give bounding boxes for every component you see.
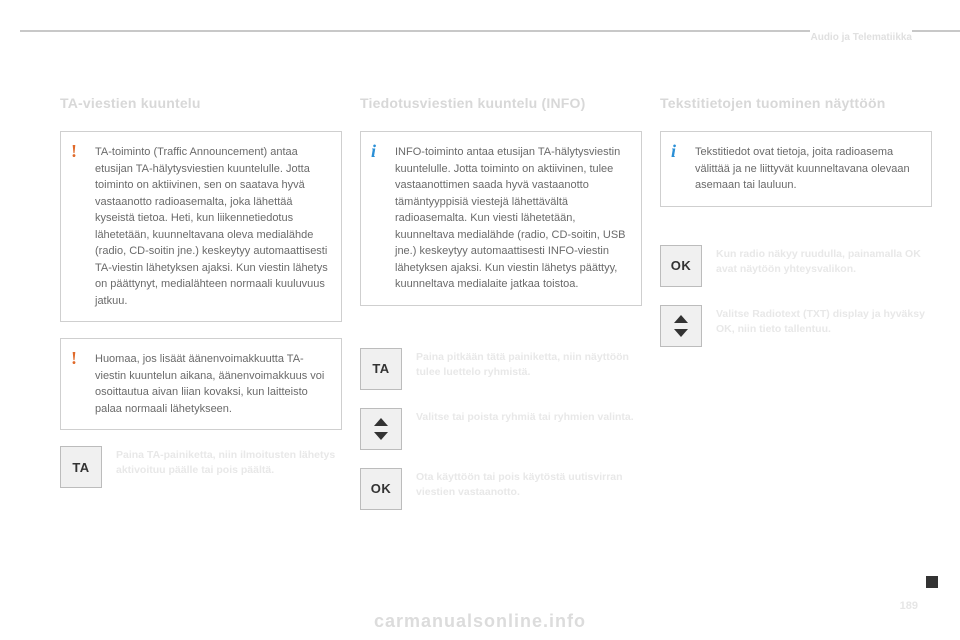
warning-box-ta-description: ! TA-toiminto (Traffic Announcement) ant… xyxy=(60,131,342,322)
column-ta: TA-viestien kuuntelu ! TA-toiminto (Traf… xyxy=(60,95,342,506)
info-box-radiotext-description: i Tekstitiedot ovat tietoja, joita radio… xyxy=(660,131,932,207)
triangle-down-icon xyxy=(374,432,388,440)
step-text: Kun radio näkyy ruudulla, painamalla OK … xyxy=(716,245,932,287)
triangle-up-icon xyxy=(674,315,688,323)
step-info-select-groups: Valitse tai poista ryhmiä tai ryhmien va… xyxy=(360,408,642,450)
section-title-info: Tiedotusviestien kuuntelu (INFO) xyxy=(360,95,642,111)
step-info-longpress: TA Paina pitkään tätä painiketta, niin n… xyxy=(360,348,642,390)
warning-box-volume: ! Huomaa, jos lisäät äänenvoimakkuutta T… xyxy=(60,338,342,430)
spacer xyxy=(660,223,932,245)
triangle-up-icon xyxy=(374,418,388,426)
info-box-info-description: i INFO-toiminto antaa etusijan TA-hälyty… xyxy=(360,131,642,306)
info-text: Tekstitiedot ovat tietoja, joita radioas… xyxy=(695,146,910,191)
spacer xyxy=(360,322,642,348)
step-radiotext-open-menu: OK Kun radio näkyy ruudulla, painamalla … xyxy=(660,245,932,287)
header-section-label: Audio ja Telematiikka xyxy=(810,30,912,45)
step-info-confirm: OK Ota käyttöön tai pois käytöstä uutisv… xyxy=(360,468,642,510)
warning-icon: ! xyxy=(71,349,77,367)
warning-text: TA-toiminto (Traffic Announcement) antaa… xyxy=(95,146,328,307)
step-text: Paina pitkään tätä painiketta, niin näyt… xyxy=(416,348,642,390)
updown-arrows-icon xyxy=(360,408,402,450)
section-title-ta: TA-viestien kuuntelu xyxy=(60,95,342,111)
column-radiotext: Tekstitietojen tuominen näyttöön i Tekst… xyxy=(660,95,932,365)
ok-button-icon: OK xyxy=(360,468,402,510)
ta-button-icon: TA xyxy=(60,446,102,488)
warning-text: Huomaa, jos lisäät äänenvoimakkuutta TA-… xyxy=(95,353,324,415)
step-ta-toggle: TA Paina TA-painiketta, niin ilmoitusten… xyxy=(60,446,342,488)
step-text: Valitse Radiotext (TXT) display ja hyväk… xyxy=(716,305,932,347)
page-corner-marker xyxy=(926,576,938,588)
warning-icon: ! xyxy=(71,142,77,160)
watermark: carmanualsonline.info xyxy=(0,611,960,632)
step-text: Valitse tai poista ryhmiä tai ryhmien va… xyxy=(416,408,642,450)
info-icon: i xyxy=(371,142,376,160)
info-text: INFO-toiminto antaa etusijan TA-hälytysv… xyxy=(395,146,626,290)
step-text: Paina TA-painiketta, niin ilmoitusten lä… xyxy=(116,446,342,488)
step-text: Ota käyttöön tai pois käytöstä uutisvirr… xyxy=(416,468,642,510)
section-title-radiotext: Tekstitietojen tuominen näyttöön xyxy=(660,95,932,111)
updown-arrows-icon xyxy=(660,305,702,347)
info-icon: i xyxy=(671,142,676,160)
triangle-down-icon xyxy=(674,329,688,337)
column-info: Tiedotusviestien kuuntelu (INFO) i INFO-… xyxy=(360,95,642,528)
step-radiotext-select: Valitse Radiotext (TXT) display ja hyväk… xyxy=(660,305,932,347)
ok-button-icon: OK xyxy=(660,245,702,287)
ta-button-icon: TA xyxy=(360,348,402,390)
